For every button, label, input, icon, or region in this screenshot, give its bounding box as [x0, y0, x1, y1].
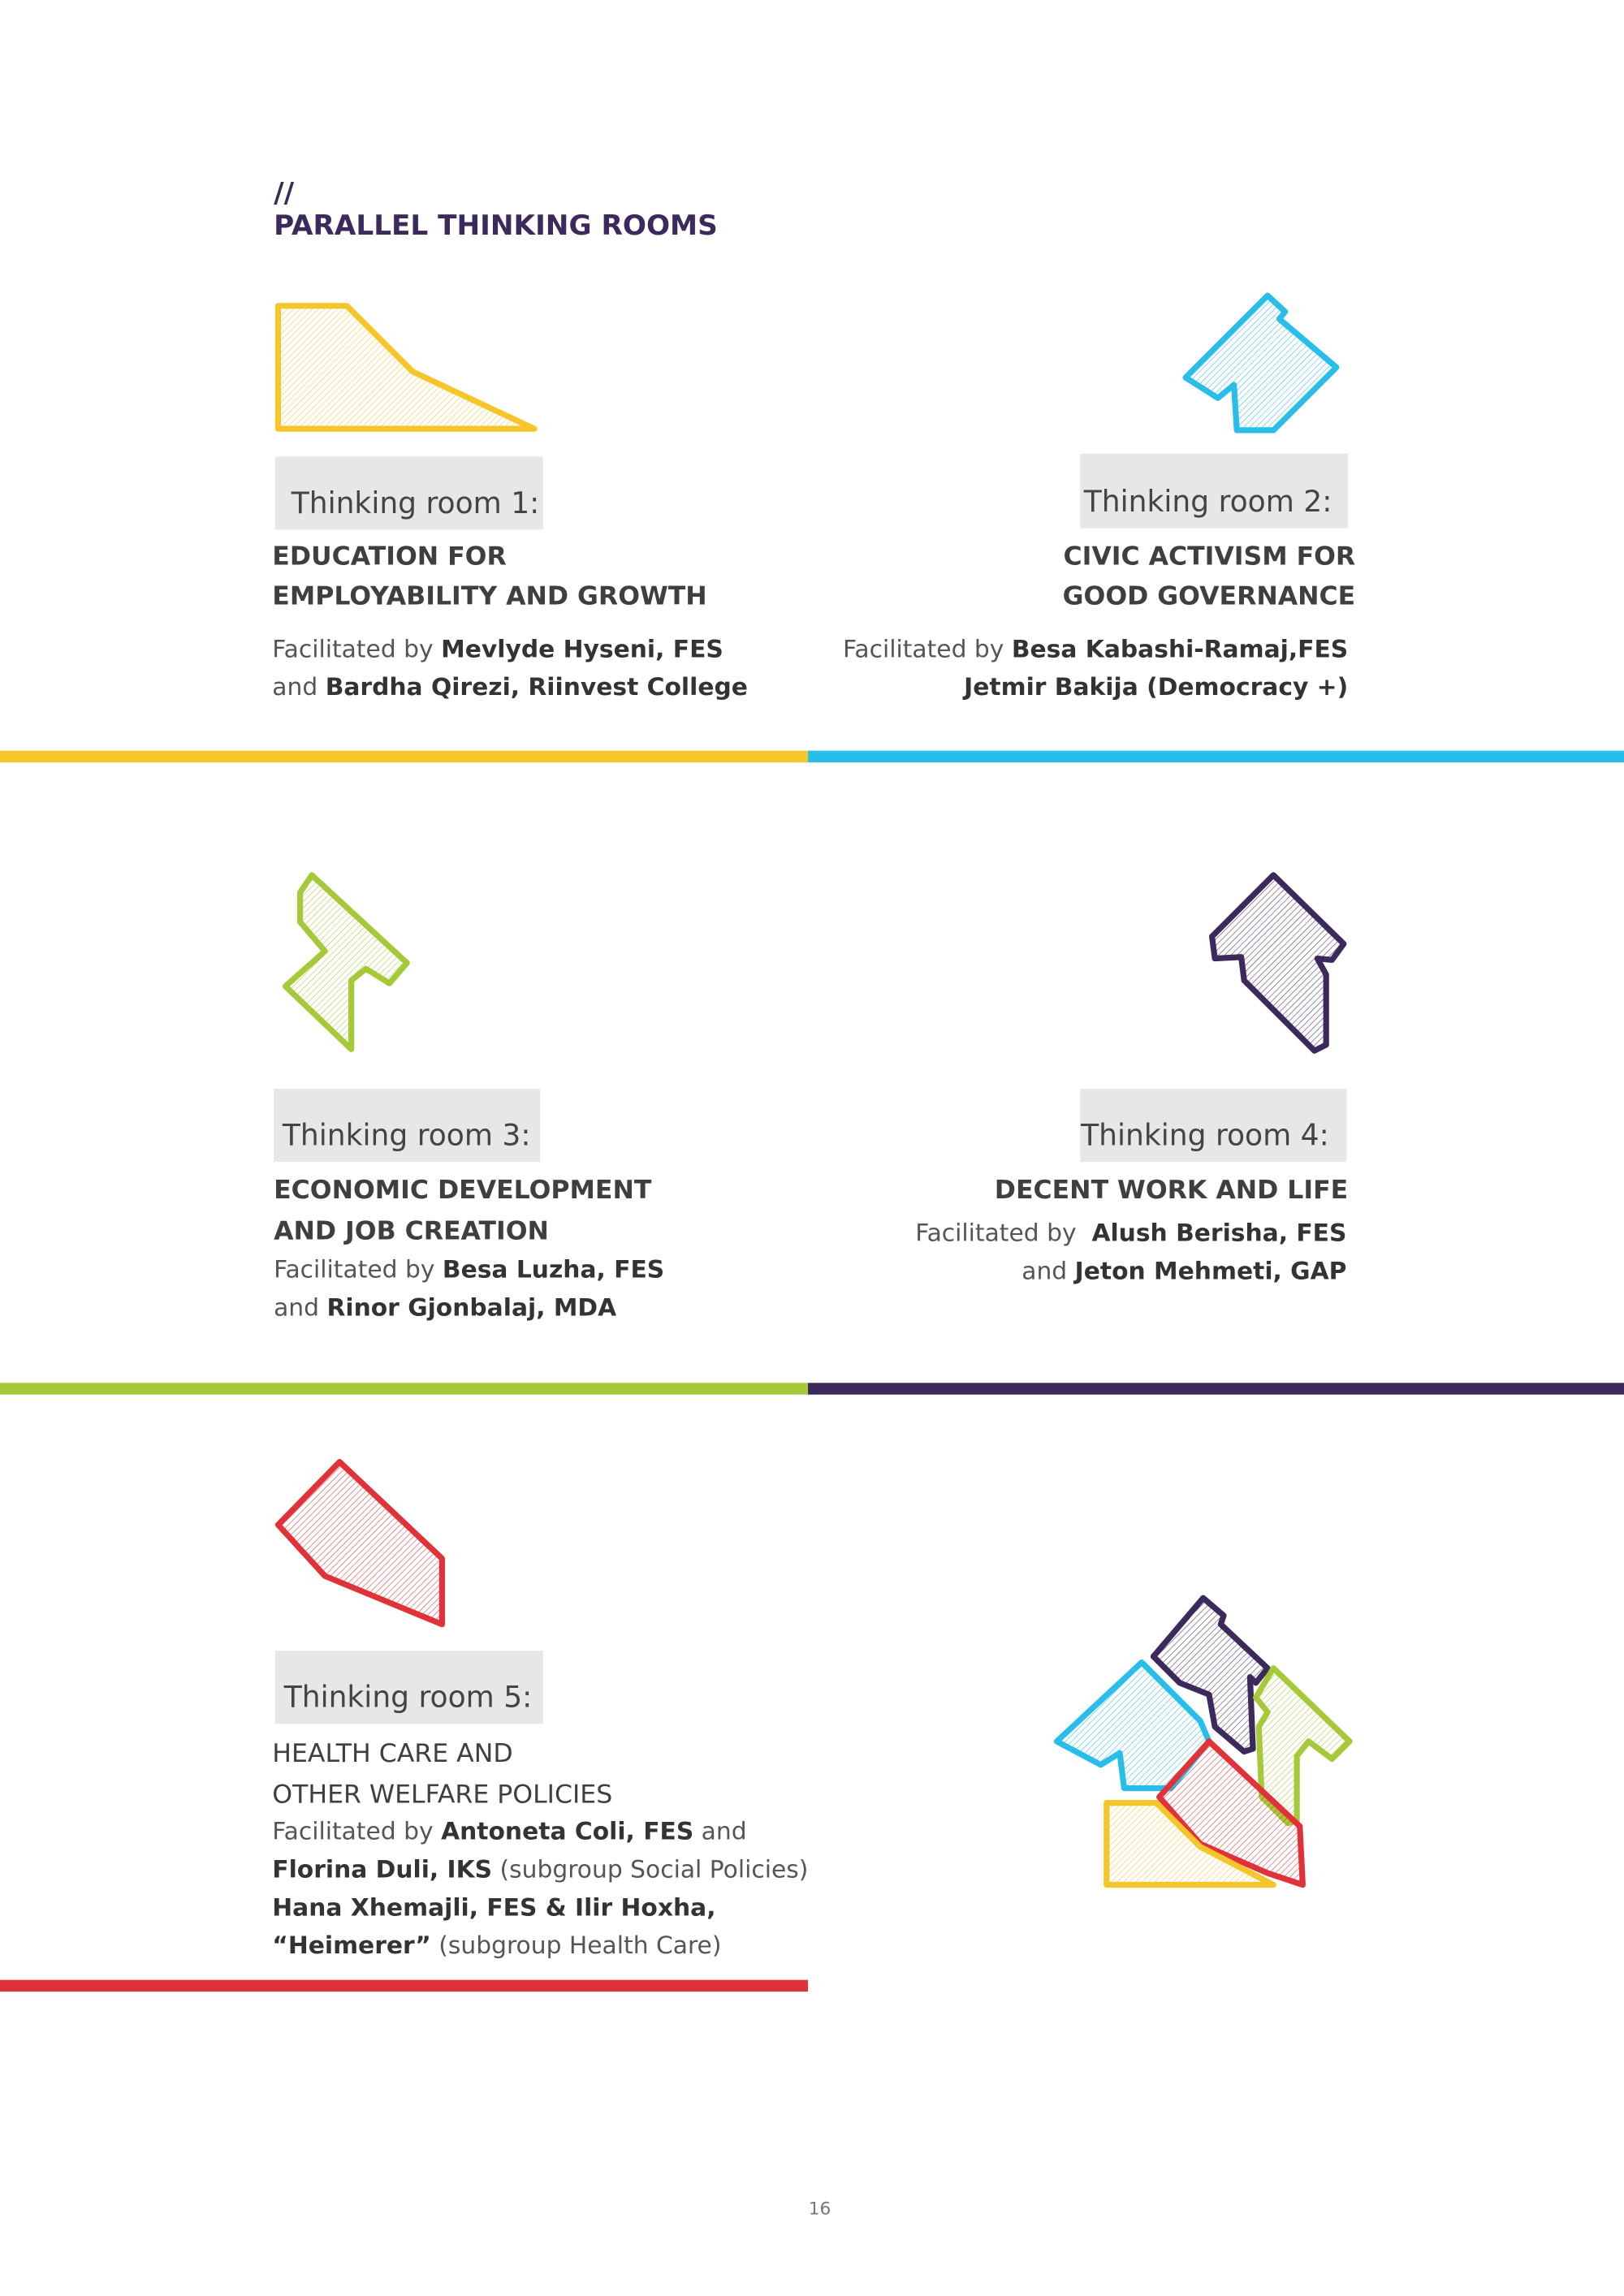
- room-label: Thinking room 5:: [283, 1681, 533, 1715]
- facilitator-text: and: [274, 1293, 326, 1322]
- icon-red: [274, 1459, 445, 1628]
- facilitator-name: Besa Luzha, FES: [443, 1255, 664, 1284]
- room-title: DECENT WORK AND LIFE: [995, 1176, 1348, 1205]
- facilitator-line: Facilitated by Besa Luzha, FES: [274, 1255, 664, 1284]
- icon-purple: [1208, 872, 1347, 1054]
- facilitator-name: Florina Duli, IKS: [272, 1855, 492, 1884]
- facilitator-name: Alush Berisha, FES: [1091, 1219, 1346, 1247]
- facilitator-line: Facilitated by Alush Berisha, FES: [915, 1219, 1346, 1247]
- room-title: OTHER WELFARE POLICIES: [272, 1780, 612, 1810]
- icon-blue: [1182, 292, 1340, 434]
- facilitator-text: Facilitated by: [272, 1817, 441, 1845]
- room-title: EDUCATION FOR: [272, 542, 506, 572]
- facilitator-line: Florina Duli, IKS (subgroup Social Polic…: [272, 1855, 808, 1884]
- facilitator-line: Facilitated by Antoneta Coli, FES and: [272, 1817, 746, 1845]
- facilitator-name: Hana Xhemajli, FES & Ilir Hoxha,: [272, 1893, 715, 1922]
- facilitator-name: Besa Kabashi-Ramaj,FES: [1012, 635, 1348, 663]
- divider: [808, 750, 1624, 763]
- facilitator-line: and Bardha Qirezi, Riinvest College: [272, 673, 748, 701]
- facilitator-text: Facilitated by: [272, 635, 441, 663]
- facilitator-name: Rinor Gjonbalaj, MDA: [326, 1293, 616, 1322]
- icon-yellow: [274, 303, 538, 432]
- facilitator-name: Bardha Qirezi, Riinvest College: [326, 673, 748, 701]
- facilitator-text: Facilitated by: [843, 635, 1012, 663]
- divider: [0, 750, 809, 763]
- facilitator-line: and Jeton Mehmeti, GAP: [1021, 1257, 1346, 1285]
- facilitator-line: Facilitated by Mevlyde Hyseni, FES: [272, 635, 723, 663]
- divider: [0, 1383, 809, 1395]
- room-title: CIVIC ACTIVISM FOR: [1063, 542, 1355, 572]
- facilitator-line: Jetmir Bakija (Democracy +): [962, 673, 1348, 701]
- divider: [808, 1383, 1624, 1395]
- facilitator-line: Hana Xhemajli, FES & Ilir Hoxha,: [272, 1893, 715, 1922]
- label-box: [274, 1651, 543, 1724]
- room-title: GOOD GOVERNANCE: [1063, 581, 1356, 611]
- divider: [0, 1979, 809, 1992]
- facilitator-text: Facilitated by: [915, 1219, 1091, 1247]
- facilitator-line: “Heimerer” (subgroup Health Care): [272, 1931, 721, 1960]
- label-box: [1080, 453, 1349, 529]
- composite-icon: [1053, 1595, 1353, 1888]
- label-box: [1080, 1089, 1347, 1163]
- icon-green: [282, 872, 410, 1052]
- facilitator-name: Antoneta Coli, FES: [441, 1817, 693, 1845]
- facilitator-line: Facilitated by Besa Kabashi-Ramaj,FES: [843, 635, 1348, 663]
- facilitator-name: “Heimerer”: [272, 1931, 431, 1960]
- facilitator-name: Mevlyde Hyseni, FES: [441, 635, 723, 663]
- header-mark: //: [274, 177, 295, 209]
- facilitator-text: and: [272, 673, 325, 701]
- room-title: HEALTH CARE AND: [272, 1739, 512, 1768]
- facilitator-text: and: [693, 1817, 746, 1845]
- facilitator-text: (subgroup Social Policies): [492, 1855, 808, 1884]
- room-label: Thinking room 1:: [291, 486, 540, 520]
- facilitator-name: Jetmir Bakija (Democracy +): [962, 673, 1348, 701]
- label-box: [274, 456, 543, 530]
- room-title: ECONOMIC DEVELOPMENT: [274, 1176, 652, 1205]
- facilitator-name: Jeton Mehmeti, GAP: [1073, 1257, 1347, 1285]
- page-number: 16: [809, 2199, 831, 2220]
- room-label: Thinking room 4:: [1080, 1118, 1329, 1152]
- facilitator-text: and: [1021, 1257, 1074, 1285]
- room-title: AND JOB CREATION: [274, 1217, 549, 1246]
- header-title: PARALLEL THINKING ROOMS: [274, 209, 718, 242]
- label-box: [274, 1089, 541, 1163]
- room-label: Thinking room 3:: [282, 1118, 531, 1152]
- facilitator-text: (subgroup Health Care): [431, 1931, 722, 1960]
- room-label: Thinking room 2:: [1083, 485, 1332, 519]
- facilitator-text: Facilitated by: [274, 1255, 443, 1284]
- facilitator-line: and Rinor Gjonbalaj, MDA: [274, 1293, 616, 1322]
- room-title: EMPLOYABILITY AND GROWTH: [272, 581, 706, 611]
